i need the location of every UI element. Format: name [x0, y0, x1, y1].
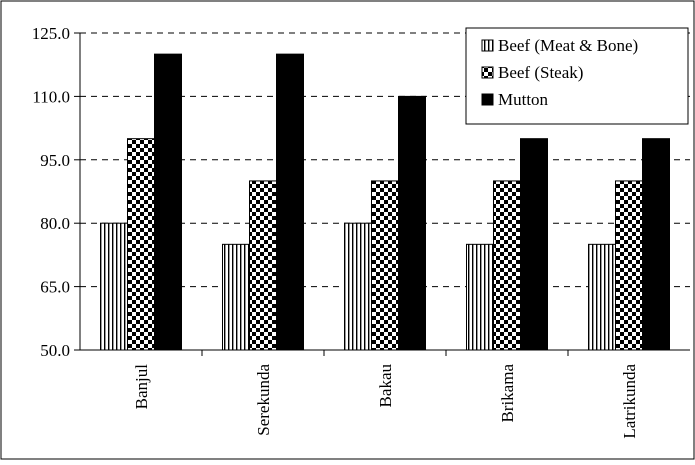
- y-tick-label: 95.0: [40, 151, 70, 170]
- y-tick-label: 125.0: [32, 24, 70, 43]
- bar: [493, 180, 521, 351]
- bar: [398, 95, 426, 351]
- bar: [249, 180, 277, 351]
- y-tick-label: 110.0: [32, 87, 70, 106]
- legend-swatch: [481, 66, 494, 79]
- y-tick-label: 80.0: [40, 214, 70, 233]
- legend-box: [465, 27, 689, 125]
- bar: [344, 222, 372, 351]
- legend-swatch: [481, 93, 494, 106]
- bars-layer: [100, 53, 670, 351]
- legend-label: Mutton: [498, 90, 549, 109]
- bar: [615, 180, 643, 351]
- x-tick-label: Serekunda: [254, 364, 273, 436]
- legend-label: Beef (Steak): [498, 63, 583, 82]
- x-tick-label: Latrikunda: [620, 364, 639, 439]
- bar: [276, 53, 304, 351]
- legend-swatch: [481, 39, 494, 52]
- chart-legend: Beef (Meat & Bone) Beef (Steak) Mutton: [465, 27, 689, 125]
- bar: [222, 243, 250, 351]
- x-tick-label: Brikama: [498, 364, 517, 423]
- x-tick-label: Bakau: [376, 364, 395, 408]
- bar: [100, 222, 128, 351]
- x-tick-label: Banjul: [132, 364, 151, 410]
- bar: [127, 138, 155, 351]
- bar: [154, 53, 182, 351]
- bar: [520, 138, 548, 351]
- bar: [371, 180, 399, 351]
- y-tick-label: 50.0: [40, 341, 70, 360]
- bar: [642, 138, 670, 351]
- bar: [466, 243, 494, 351]
- bar: [588, 243, 616, 351]
- y-tick-label: 65.0: [40, 278, 70, 297]
- legend-label: Beef (Meat & Bone): [498, 36, 638, 55]
